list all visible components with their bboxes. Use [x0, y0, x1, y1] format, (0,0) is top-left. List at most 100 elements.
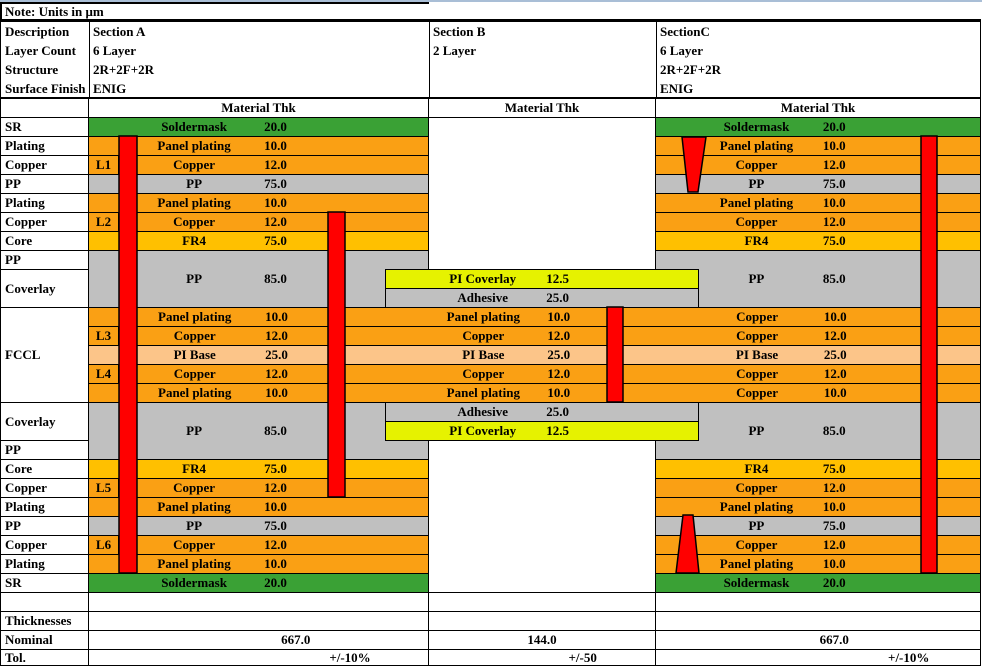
header-section-c: SectionC 6 Layer 2R+2F+2R ENIG	[656, 22, 981, 97]
material-thickness: 10.0	[822, 556, 846, 571]
flex-band-cell-section-a: Panel plating 10.0	[89, 308, 430, 326]
material-thickness: 20.0	[822, 119, 846, 134]
layer-id-text: L5	[95, 480, 112, 495]
flex-band-row-copper: Copper 12.0 Copper 12.0 Copper 12.0	[88, 326, 981, 346]
row-label-text: Coverlay	[5, 413, 56, 429]
header-label-layer-count: Layer Count	[5, 43, 76, 58]
layer-id-l1: L1	[88, 155, 119, 175]
row-label-plating-17: Plating	[0, 554, 89, 574]
material-thickness: 12.0	[264, 480, 287, 495]
material-name: Soldermask	[723, 119, 790, 134]
layer-id-l4: L4	[88, 364, 119, 384]
material-thickness: 10.0	[264, 556, 287, 571]
flex-band-cell-section-a: Copper 12.0	[89, 327, 430, 345]
flex-band-cell-section-a: Copper 12.0	[89, 365, 430, 383]
row-label-core-12: Core	[0, 459, 89, 479]
bar-c-panel-plating: Panel plating 10.0	[655, 554, 981, 574]
tolerance-row: Tol. +/-10% +/-50 +/-10%	[0, 649, 982, 666]
material-thickness: 75.0	[822, 233, 846, 248]
section-c-surface-finish: ENIG	[660, 81, 694, 96]
material-thickness: 25.0	[823, 347, 847, 362]
bar-a-copper: Copper 12.0	[88, 212, 429, 232]
section-c-structure: 2R+2F+2R	[660, 62, 722, 77]
nominal-value-b: 144.0	[527, 632, 557, 647]
bar-a-panel-plating: Panel plating 10.0	[88, 554, 429, 574]
material-thickness: 25.0	[265, 347, 288, 362]
footer-empty-cell-a	[88, 592, 429, 612]
material-name: PI Base	[173, 347, 216, 362]
row-label-text: Plating	[5, 195, 45, 210]
flex-band-cell-section-c: PI Base 25.0	[656, 346, 982, 364]
footer-empty-cell-b	[428, 592, 656, 612]
flex-band-cell-section-c: Copper 10.0	[656, 308, 982, 326]
flex-band-row-pi-base: PI Base 25.0 PI Base 25.0 PI Base 25.0	[88, 345, 981, 365]
material-thickness: 10.0	[823, 385, 847, 400]
material-name: Soldermask	[723, 575, 790, 590]
layer-id-text: L4	[95, 366, 112, 381]
nominal-cell-a: 667.0	[88, 630, 429, 650]
tolerance-label-text: Tol.	[5, 649, 26, 665]
row-label-pp-15: PP	[0, 516, 89, 536]
tolerance-cell-b: +/-50	[428, 649, 656, 666]
bar-c-pp: PP 75.0	[655, 174, 981, 194]
row-label-copper-2: Copper	[0, 155, 89, 175]
nominal-cell-c: 667.0	[655, 630, 981, 650]
material-thickness: 12.0	[264, 157, 287, 172]
thicknesses-cell-a	[88, 611, 429, 631]
bar-b-pi-coverlay: PI Coverlay 12.5	[385, 269, 699, 289]
bar-a-soldermask: Soldermask 20.0	[88, 117, 429, 137]
row-label-copper-13: Copper	[0, 478, 89, 498]
material-name: PI Coverlay	[449, 423, 517, 438]
material-thickness: 10.0	[822, 499, 846, 514]
material-name: Copper	[736, 328, 778, 343]
material-thickness: 20.0	[264, 575, 287, 590]
bar-a-pp: PP 85.0	[88, 250, 429, 308]
bar-a-panel-plating: Panel plating 10.0	[88, 136, 429, 156]
bar-c-panel-plating: Panel plating 10.0	[655, 497, 981, 517]
material-name: Panel plating	[446, 309, 520, 324]
material-thickness: 12.0	[547, 366, 571, 381]
bar-a-pp: PP 85.0	[88, 402, 429, 460]
material-name: Copper	[173, 537, 216, 552]
flex-band-cell-section-b: PI Base 25.0	[386, 346, 700, 364]
header-label-structure: Structure	[5, 62, 59, 77]
bar-c-pp: PP 75.0	[655, 516, 981, 536]
material-thickness: 75.0	[822, 176, 846, 191]
material-thickness: 12.0	[264, 214, 287, 229]
bar-c-soldermask: Soldermask 20.0	[655, 117, 981, 137]
row-label-text: PP	[5, 252, 21, 267]
section-a-surface-finish: ENIG	[93, 81, 127, 96]
row-label-copper-16: Copper	[0, 535, 89, 555]
row-label-plating-4: Plating	[0, 193, 89, 213]
footer-empty-label-cell	[0, 592, 89, 612]
row-label-text: PP	[5, 518, 21, 533]
material-name: Copper	[173, 214, 216, 229]
layer-id-text: L6	[95, 537, 112, 552]
material-name: Copper	[462, 366, 505, 381]
row-label-text: Copper	[5, 157, 47, 172]
material-thickness: 10.0	[822, 138, 846, 153]
nominal-label-text: Nominal	[5, 632, 53, 647]
material-name: Adhesive	[457, 404, 508, 419]
material-name: PP	[748, 518, 765, 533]
nominal-label: Nominal	[0, 630, 89, 650]
row-label-sr-0: SR	[0, 117, 89, 137]
bar-a-soldermask: Soldermask 20.0	[88, 573, 429, 593]
flex-band-cell-section-a: PI Base 25.0	[89, 346, 430, 364]
material-name: FR4	[744, 233, 769, 248]
sheet-top-edge	[0, 0, 982, 2]
header-section-b: Section B 2 Layer	[429, 22, 657, 97]
material-name: Copper	[736, 366, 778, 381]
nominal-value-a: 667.0	[281, 632, 311, 647]
material-name: PP	[186, 518, 203, 533]
row-label-coverlay-8: Coverlay	[0, 269, 89, 308]
footer-empty-cell-c	[655, 592, 981, 612]
flex-band-cell-section-c: Copper 12.0	[656, 327, 982, 345]
row-label-text: SR	[5, 119, 22, 134]
row-label-text: Plating	[5, 499, 45, 514]
material-name: Panel plating	[719, 195, 794, 210]
row-label-text: Copper	[5, 537, 47, 552]
material-thickness: 75.0	[264, 176, 287, 191]
material-name: FR4	[182, 233, 206, 248]
